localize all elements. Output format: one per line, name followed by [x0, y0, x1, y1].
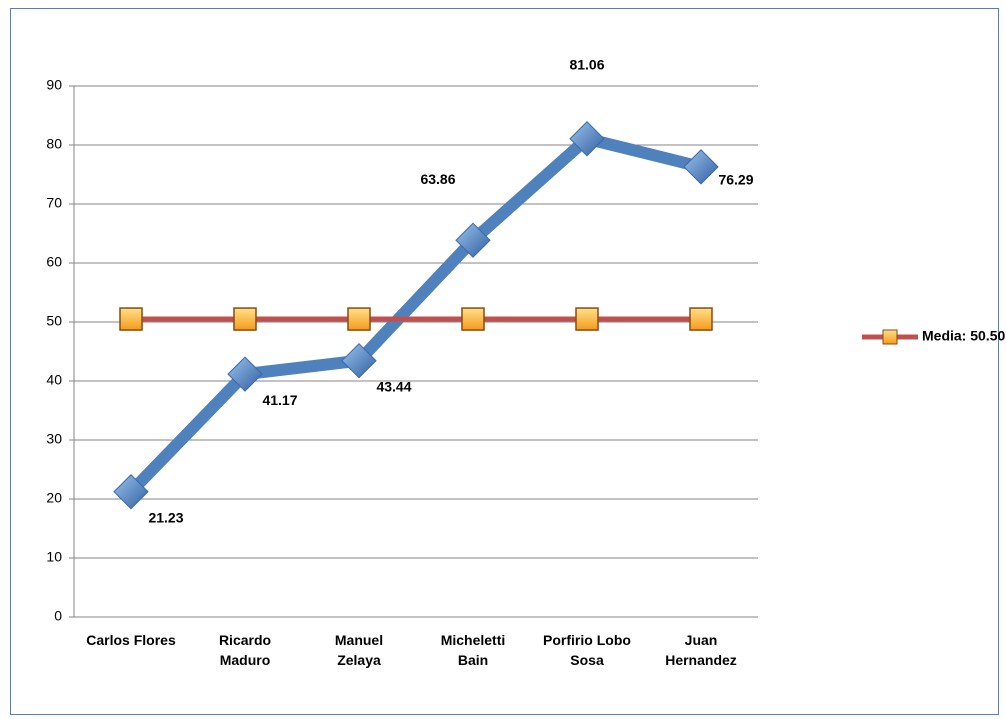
x-tick-label: Juan Hernandez: [665, 632, 737, 668]
legend-marker: [882, 329, 898, 345]
data-label: 21.23: [148, 509, 183, 525]
chart-border: [10, 8, 999, 715]
data-point: [683, 149, 719, 185]
data-point: [569, 121, 605, 157]
data-label: 81.06: [569, 56, 604, 72]
data-point: [347, 307, 371, 331]
y-tick-label: 80: [46, 136, 62, 152]
data-point: [689, 307, 713, 331]
y-tick-label: 90: [46, 77, 62, 93]
x-tick-label: Micheletti Bain: [440, 632, 506, 668]
data-point: [113, 474, 149, 510]
y-tick-label: 20: [46, 490, 62, 506]
data-label: 41.17: [262, 392, 297, 408]
y-tick-label: 30: [46, 431, 62, 447]
data-label: 76.29: [718, 172, 753, 188]
y-tick-label: 70: [46, 195, 62, 211]
data-point: [227, 356, 263, 392]
data-point: [575, 307, 599, 331]
data-label: 43.44: [376, 378, 411, 394]
series-line: [126, 132, 703, 496]
data-point: [233, 307, 257, 331]
x-tick-label: Manuel Zelaya: [334, 632, 384, 668]
data-point: [455, 222, 491, 258]
y-tick-label: 50: [46, 313, 62, 329]
x-tick-label: Ricardo Maduro: [218, 632, 272, 668]
data-point: [119, 307, 143, 331]
legend-label: Media: 50.50: [922, 328, 1005, 344]
data-point: [341, 342, 377, 379]
data-label: 63.86: [420, 171, 455, 187]
y-tick-label: 40: [46, 372, 62, 388]
x-tick-label: Porfirio Lobo Sosa: [543, 632, 631, 668]
y-tick-label: 10: [46, 549, 62, 565]
data-point: [461, 307, 485, 331]
x-tick-label: Carlos Flores: [86, 632, 176, 648]
y-tick-label: 60: [46, 254, 62, 270]
y-tick-label: 0: [54, 608, 62, 624]
